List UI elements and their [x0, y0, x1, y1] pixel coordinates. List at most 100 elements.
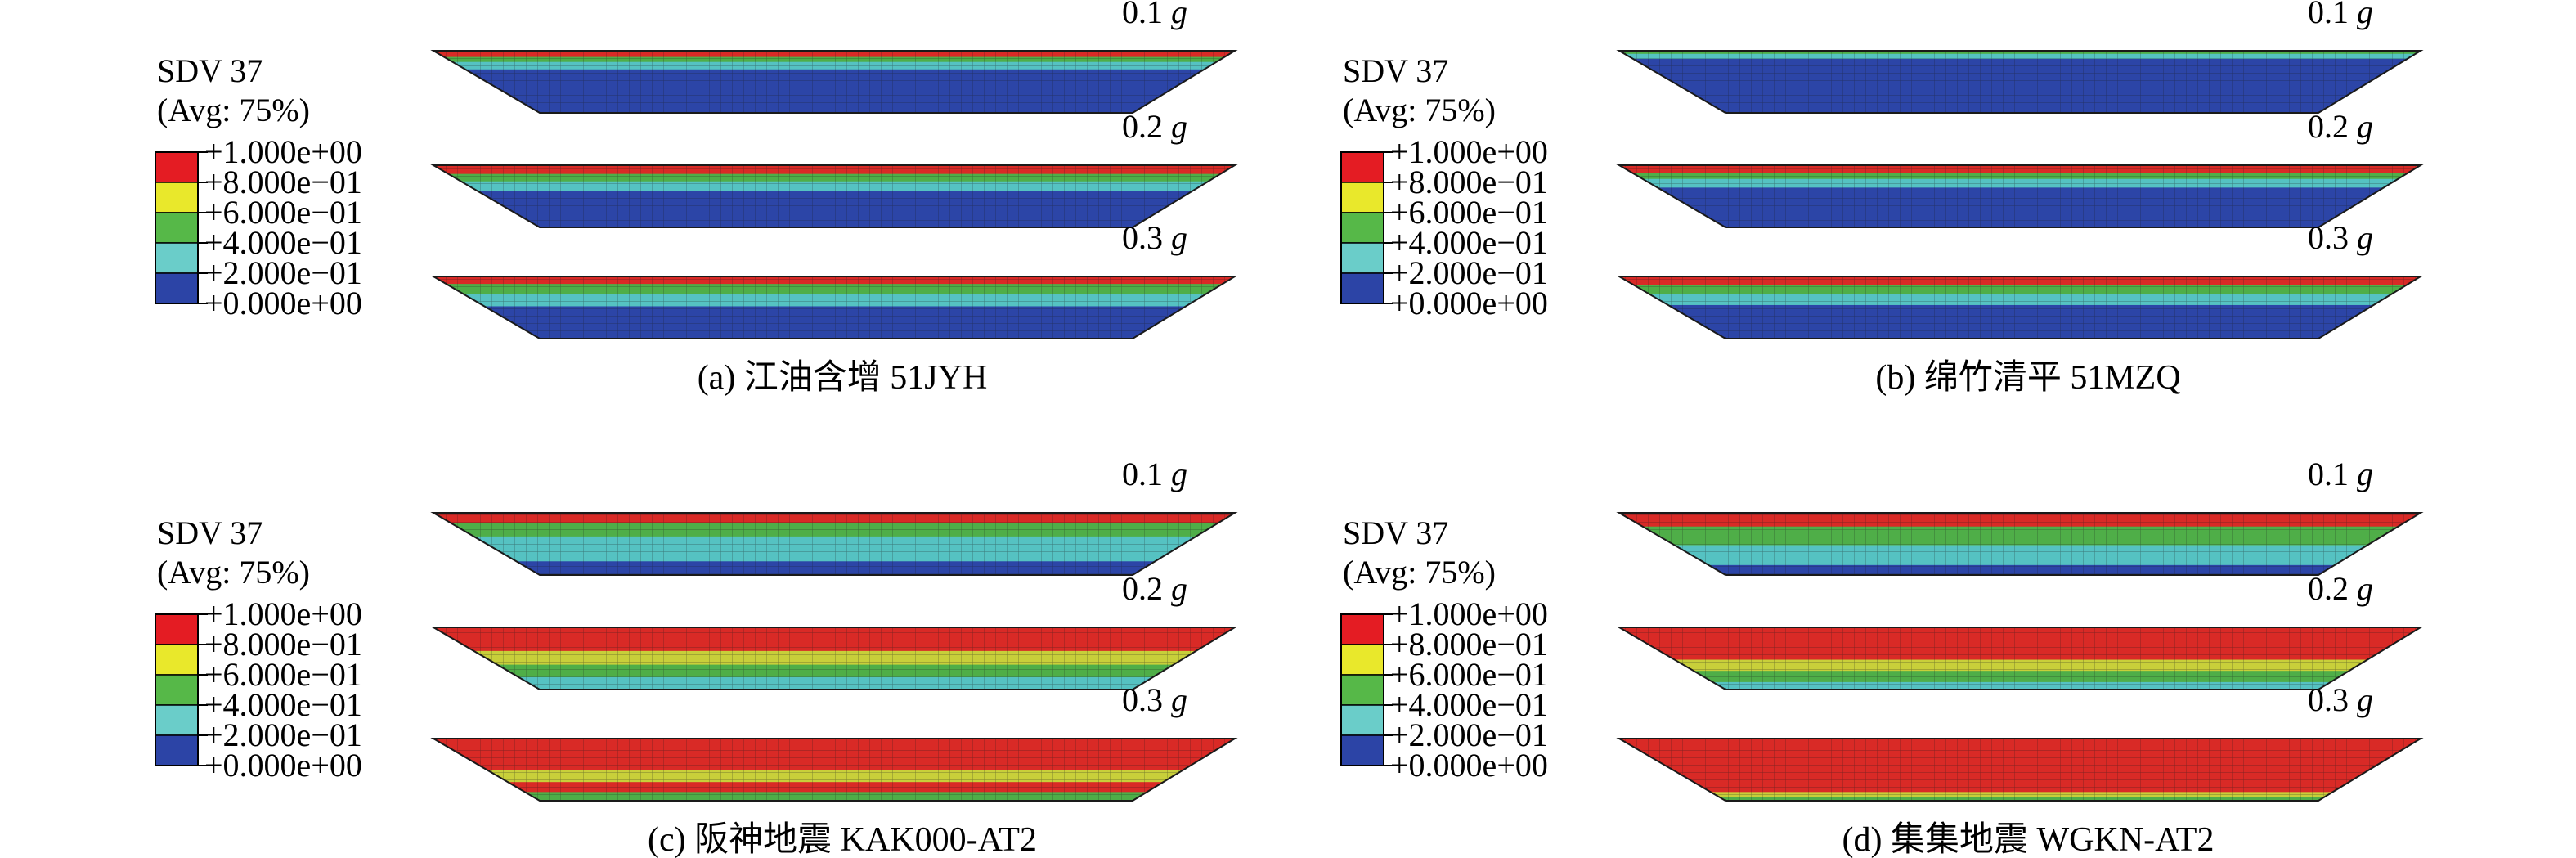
legend-level-label: +4.000e−01: [1390, 686, 1548, 723]
legend-swatch: [155, 212, 199, 244]
legend-level-label: +0.000e+00: [204, 747, 362, 784]
legend-level-label: +0.000e+00: [1390, 285, 1548, 321]
legend-level-label: +4.000e−01: [204, 224, 362, 261]
legend-swatch: [1340, 704, 1384, 736]
embankment-outline: [1616, 164, 2424, 228]
legend-level-label: +6.000e−01: [204, 194, 362, 231]
contour-bands: [1619, 165, 2421, 227]
legend-swatch: [1340, 151, 1384, 183]
mesh-overlay: [1619, 51, 2421, 113]
embankment-outline: [430, 50, 1238, 114]
embankment-model: 0.2 g: [1616, 570, 2424, 690]
mesh-overlay: [1619, 276, 2421, 339]
contour-bands: [433, 51, 1235, 113]
legend-swatch: [1340, 674, 1384, 706]
embankment-model: 0.2 g: [1616, 108, 2424, 228]
pga-spacer: [1163, 456, 1171, 492]
legend-swatch: [155, 272, 199, 304]
mesh-overlay: [1619, 739, 2421, 801]
legend-level-label: +1.000e+00: [204, 133, 362, 170]
pga-label: 0.2 g: [2308, 570, 2373, 607]
contour-bands: [433, 739, 1235, 801]
panel-caption: (c) 阪神地震 KAK000-AT2: [648, 821, 1037, 858]
pga-label: 0.1 g: [1122, 0, 1187, 30]
legend-level-label: +8.000e−01: [1390, 626, 1548, 663]
embankment-outline: [430, 627, 1238, 690]
legend: SDV 37(Avg: 75%) +1.000e+00+8.000e−01+6.0…: [1340, 514, 1548, 784]
legend-level-label: +2.000e−01: [1390, 716, 1548, 753]
embankment-model: 0.1 g: [430, 456, 1238, 576]
legend-level-label: +6.000e−01: [204, 656, 362, 693]
pga-spacer: [2349, 108, 2357, 145]
pga-label: 0.1 g: [2308, 456, 2373, 492]
legend-swatch: [155, 704, 199, 736]
legend-subtitle: (Avg: 75%): [1343, 554, 1496, 591]
legend-level-label: +2.000e−01: [1390, 254, 1548, 291]
embankment-outline: [1616, 276, 2424, 339]
contour-bands: [1619, 739, 2421, 801]
legend-swatch: [155, 613, 199, 645]
pga-label: 0.3 g: [1122, 219, 1187, 256]
legend-swatch: [155, 151, 199, 183]
contour-bands: [1619, 627, 2421, 690]
legend-level-label: +8.000e−01: [1390, 164, 1548, 200]
pga-label: 0.1 g: [1122, 456, 1187, 492]
contour-bands: [433, 513, 1235, 575]
pga-label: 0.2 g: [1122, 108, 1187, 145]
panel-a: SDV 37(Avg: 75%) +1.000e+00+8.000e−01+6.0…: [155, 0, 1238, 397]
pga-value: 0.2: [2308, 108, 2349, 145]
mesh-overlay: [1619, 627, 2421, 690]
legend-bar-outline: [155, 151, 199, 304]
legend-level-label: +0.000e+00: [1390, 747, 1548, 784]
pga-label: 0.2 g: [1122, 570, 1187, 607]
pga-spacer: [1163, 219, 1171, 256]
pga-unit: g: [1171, 570, 1187, 607]
pga-spacer: [2349, 0, 2357, 30]
legend-bar-outline: [1340, 613, 1384, 766]
embankment-model: 0.1 g: [430, 0, 1238, 114]
embankment-outline: [1616, 512, 2424, 576]
legend-swatch: [155, 644, 199, 676]
pga-value: 0.1: [2308, 0, 2349, 30]
embankment-model: 0.3 g: [430, 681, 1238, 802]
embankment-model: 0.2 g: [430, 570, 1238, 690]
pga-unit: g: [2357, 0, 2373, 30]
pga-spacer: [2349, 456, 2357, 492]
legend-swatch: [155, 734, 199, 766]
legend-title: SDV 37: [157, 514, 263, 551]
pga-label: 0.3 g: [2308, 219, 2373, 256]
pga-label: 0.3 g: [2308, 681, 2373, 718]
mesh-overlay: [1619, 165, 2421, 227]
pga-value: 0.3: [2308, 219, 2349, 256]
pga-spacer: [1163, 0, 1171, 30]
embankment-outline: [1616, 50, 2424, 114]
pga-unit: g: [1171, 108, 1187, 145]
pga-value: 0.3: [1122, 219, 1163, 256]
pga-unit: g: [2357, 108, 2373, 145]
legend: SDV 37(Avg: 75%) +1.000e+00+8.000e−01+6.0…: [1340, 52, 1548, 321]
pga-value: 0.1: [1122, 456, 1163, 492]
embankment-outline: [430, 276, 1238, 339]
embankment-model: 0.3 g: [1616, 681, 2424, 802]
embankment-outline: [430, 738, 1238, 802]
legend-level-label: +2.000e−01: [204, 716, 362, 753]
contour-bands: [1619, 51, 2421, 113]
embankment-model: 0.3 g: [430, 219, 1238, 339]
contour-bands: [1619, 513, 2421, 575]
pga-value: 0.1: [2308, 456, 2349, 492]
pga-value: 0.2: [1122, 108, 1163, 145]
legend-swatch: [1340, 644, 1384, 676]
embankment-model: 0.3 g: [1616, 219, 2424, 339]
mesh-overlay: [433, 627, 1235, 690]
legend-swatch: [1340, 182, 1384, 213]
legend-level-label: +1.000e+00: [1390, 595, 1548, 632]
embankment-outline: [1616, 738, 2424, 802]
panel-caption: (d) 集集地震 WGKN-AT2: [1842, 821, 2215, 858]
mesh-overlay: [1619, 513, 2421, 575]
legend-swatch: [1340, 272, 1384, 304]
embankment-outline: [1616, 627, 2424, 690]
legend-level-label: +6.000e−01: [1390, 194, 1548, 231]
mesh-overlay: [433, 739, 1235, 801]
pga-unit: g: [2357, 219, 2373, 256]
